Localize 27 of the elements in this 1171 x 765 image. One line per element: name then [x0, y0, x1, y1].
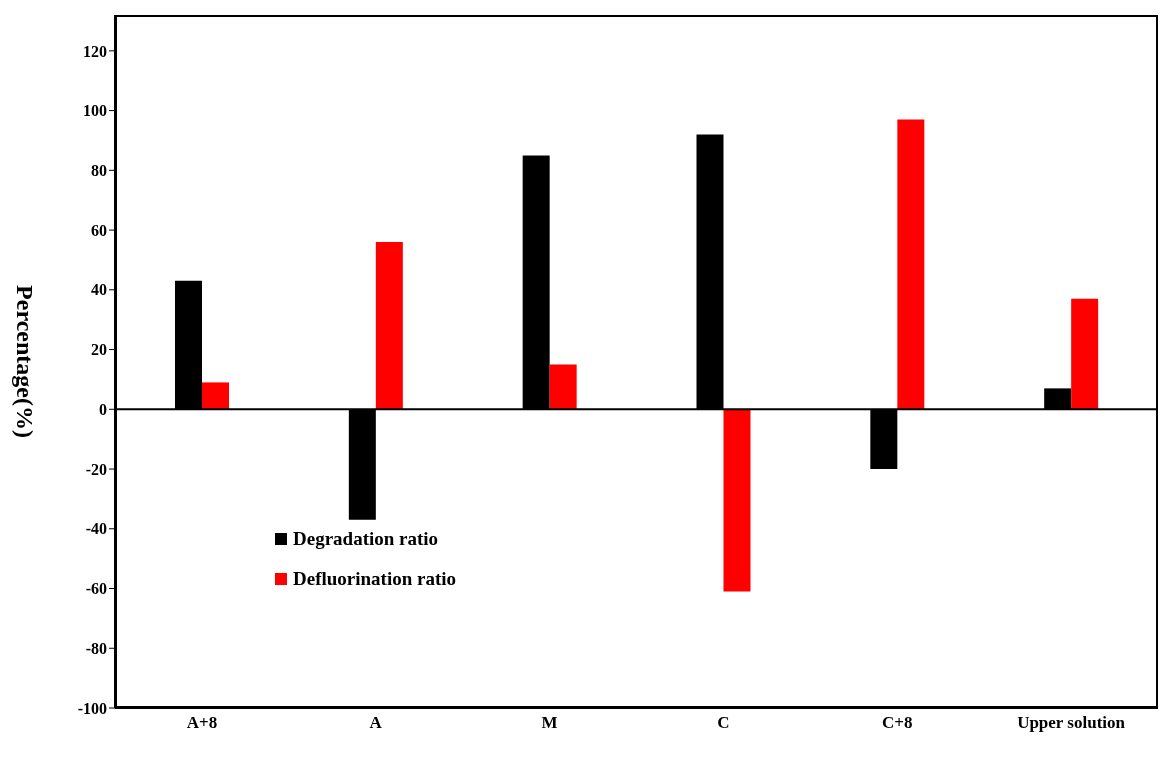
y-tick-label: 80 — [91, 162, 107, 180]
y-tick-label: 120 — [83, 42, 107, 60]
x-tick-label: C+8 — [882, 713, 913, 733]
bar — [897, 119, 925, 410]
bar — [1071, 298, 1099, 410]
y-axis-title: Percentage(%) — [12, 285, 39, 438]
x-tick-label: C — [717, 713, 730, 733]
legend-label: Defluorination ratio — [293, 568, 457, 590]
y-tick-label: -20 — [85, 460, 107, 478]
y-tick-label: 40 — [91, 281, 107, 299]
bar — [723, 409, 751, 592]
y-tick-label: -80 — [85, 639, 107, 657]
y-tick-label: 20 — [91, 341, 107, 359]
y-tick-label: 0 — [99, 400, 107, 418]
x-tick-label: M — [541, 713, 558, 733]
bar — [375, 242, 403, 410]
y-tick-label: -100 — [77, 699, 107, 717]
bar — [202, 382, 229, 410]
y-tick-label: -40 — [85, 520, 107, 538]
legend-label: Degradation ratio — [293, 528, 439, 550]
y-tick-label: -60 — [85, 580, 107, 598]
y-tick-label: 100 — [83, 102, 107, 120]
x-tick-label: A — [369, 713, 383, 733]
x-tick-label: A+8 — [186, 713, 218, 733]
x-tick-label: Upper solution — [1017, 713, 1126, 733]
bar — [549, 364, 577, 410]
y-tick-label: 60 — [91, 221, 107, 239]
